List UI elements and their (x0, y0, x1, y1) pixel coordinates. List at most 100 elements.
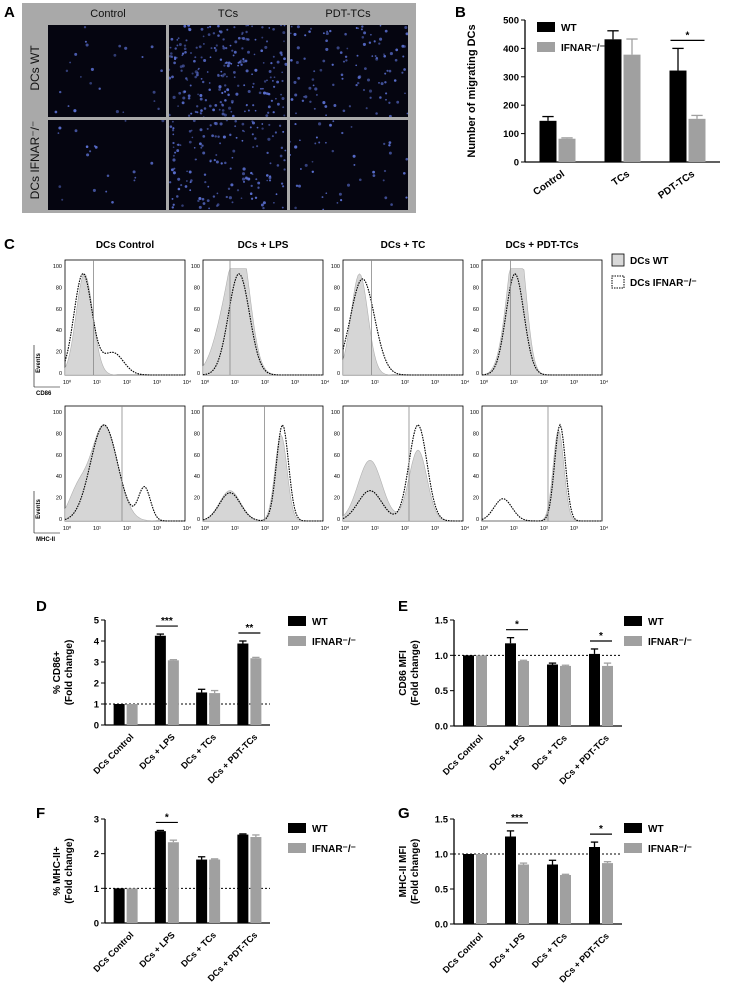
cell-dot (378, 42, 381, 45)
flow-x-tick: 10⁴ (183, 525, 192, 532)
cell-dot (98, 87, 101, 90)
cell-dot (225, 61, 228, 64)
histogram-ifnar (64, 424, 185, 522)
cell-dot (242, 167, 246, 171)
cell-dot (247, 25, 249, 27)
cell-dot (170, 52, 173, 55)
cell-dot (218, 85, 222, 89)
flow-y-tick: 0 (197, 517, 200, 523)
cell-dot (251, 73, 253, 76)
cell-dot (384, 72, 387, 75)
cell-dot (361, 36, 365, 39)
cell-dot (290, 140, 291, 143)
cell-dot (224, 99, 227, 102)
panel-letter-g: G (398, 805, 410, 822)
cell-dot (199, 112, 203, 115)
cell-dot (209, 25, 212, 28)
flow-x-tick: 10⁴ (183, 379, 192, 386)
cell-dot (203, 173, 207, 176)
cell-dot (338, 192, 342, 196)
cell-dot (265, 174, 269, 177)
cell-dot (256, 126, 259, 129)
bar-wt (589, 653, 600, 726)
y-axis-label: Number of migrating DCs (466, 24, 478, 157)
histogram-ifnar (202, 273, 323, 376)
micro-row-ifnar: DCs IFNAR⁻/⁻ (28, 120, 42, 200)
cell-dot (234, 40, 238, 44)
cell-dot (261, 26, 264, 29)
cell-dot (241, 139, 244, 142)
cell-dot (199, 97, 203, 101)
flow-y-tick: 0 (337, 371, 340, 377)
cell-dot (260, 49, 264, 53)
cell-dot (222, 38, 225, 41)
flow-x-tick: 10¹ (371, 380, 379, 386)
legend-label: WT (561, 23, 577, 34)
cell-dot (244, 59, 248, 63)
histogram-wt (482, 429, 602, 522)
cell-dot (254, 109, 257, 112)
bar-wt (539, 120, 557, 162)
cell-dot (194, 56, 197, 59)
cell-dot (355, 64, 358, 67)
cell-dot (194, 158, 197, 161)
cell-dot (65, 69, 69, 73)
cell-dot (405, 32, 408, 36)
bar-ifnar (167, 842, 179, 923)
micro-cell-ifnar-pdt (290, 120, 408, 210)
flow-y-tick: 80 (473, 431, 479, 437)
cell-dot (329, 29, 332, 33)
flow-y-tick: 20 (334, 496, 340, 502)
cell-dot (198, 196, 202, 201)
bar-wt (463, 854, 474, 924)
cell-dot (222, 45, 225, 48)
cell-dot (336, 202, 339, 204)
cell-dot (247, 109, 250, 112)
cell-dot (252, 82, 255, 85)
cell-dot (169, 68, 171, 71)
cell-dot (406, 112, 408, 115)
cell-dot (242, 58, 245, 61)
significance-label: *** (161, 616, 173, 627)
cell-dot (297, 76, 301, 80)
cell-dot (262, 201, 266, 205)
cell-dot (241, 47, 244, 50)
chart-b: 0 100 200 300 400 500 Number of migrating DCs C… (466, 16, 720, 202)
cell-dot (356, 54, 359, 57)
flow-y-tick: 40 (56, 474, 62, 480)
cell-dot (243, 130, 246, 133)
cell-dot (290, 25, 293, 28)
cell-dot (241, 122, 245, 126)
cell-dot (295, 61, 299, 64)
cell-dot (388, 101, 391, 104)
bar-wt (113, 704, 125, 725)
category-label: Control (531, 169, 567, 199)
flow-x-tick: 10³ (570, 380, 578, 386)
flow-y-tick: 100 (53, 410, 62, 416)
cell-dot (325, 114, 327, 117)
cell-dot (386, 69, 389, 72)
cell-dot (254, 68, 258, 72)
histogram-wt (342, 449, 463, 522)
cell-dot (161, 120, 165, 123)
cell-dot (226, 28, 229, 31)
cell-dot (235, 92, 239, 96)
cell-dot (203, 58, 207, 63)
cell-dot (384, 81, 387, 84)
flow-y-tick: 60 (473, 307, 479, 313)
legend-swatch-ifnar (537, 42, 555, 52)
y-axis-label: CD86 MFI (398, 650, 409, 696)
cell-dot (234, 125, 237, 128)
flow-y-tick: 100 (470, 264, 479, 270)
cell-dot (230, 110, 233, 113)
cell-dot (169, 181, 172, 184)
cell-dot (245, 30, 248, 34)
flow-x-tick: 10² (261, 380, 269, 386)
bar-wt (604, 39, 622, 163)
cell-dot (346, 183, 351, 187)
flow-y-tick: 100 (191, 410, 200, 416)
bar-ifnar (250, 837, 262, 923)
cell-dot (281, 71, 284, 74)
cell-dot (282, 106, 285, 109)
chart-e: 0.0 0.5 1.0 1.5 CD86 MFI (Fold change) DCs Con… (398, 616, 692, 787)
